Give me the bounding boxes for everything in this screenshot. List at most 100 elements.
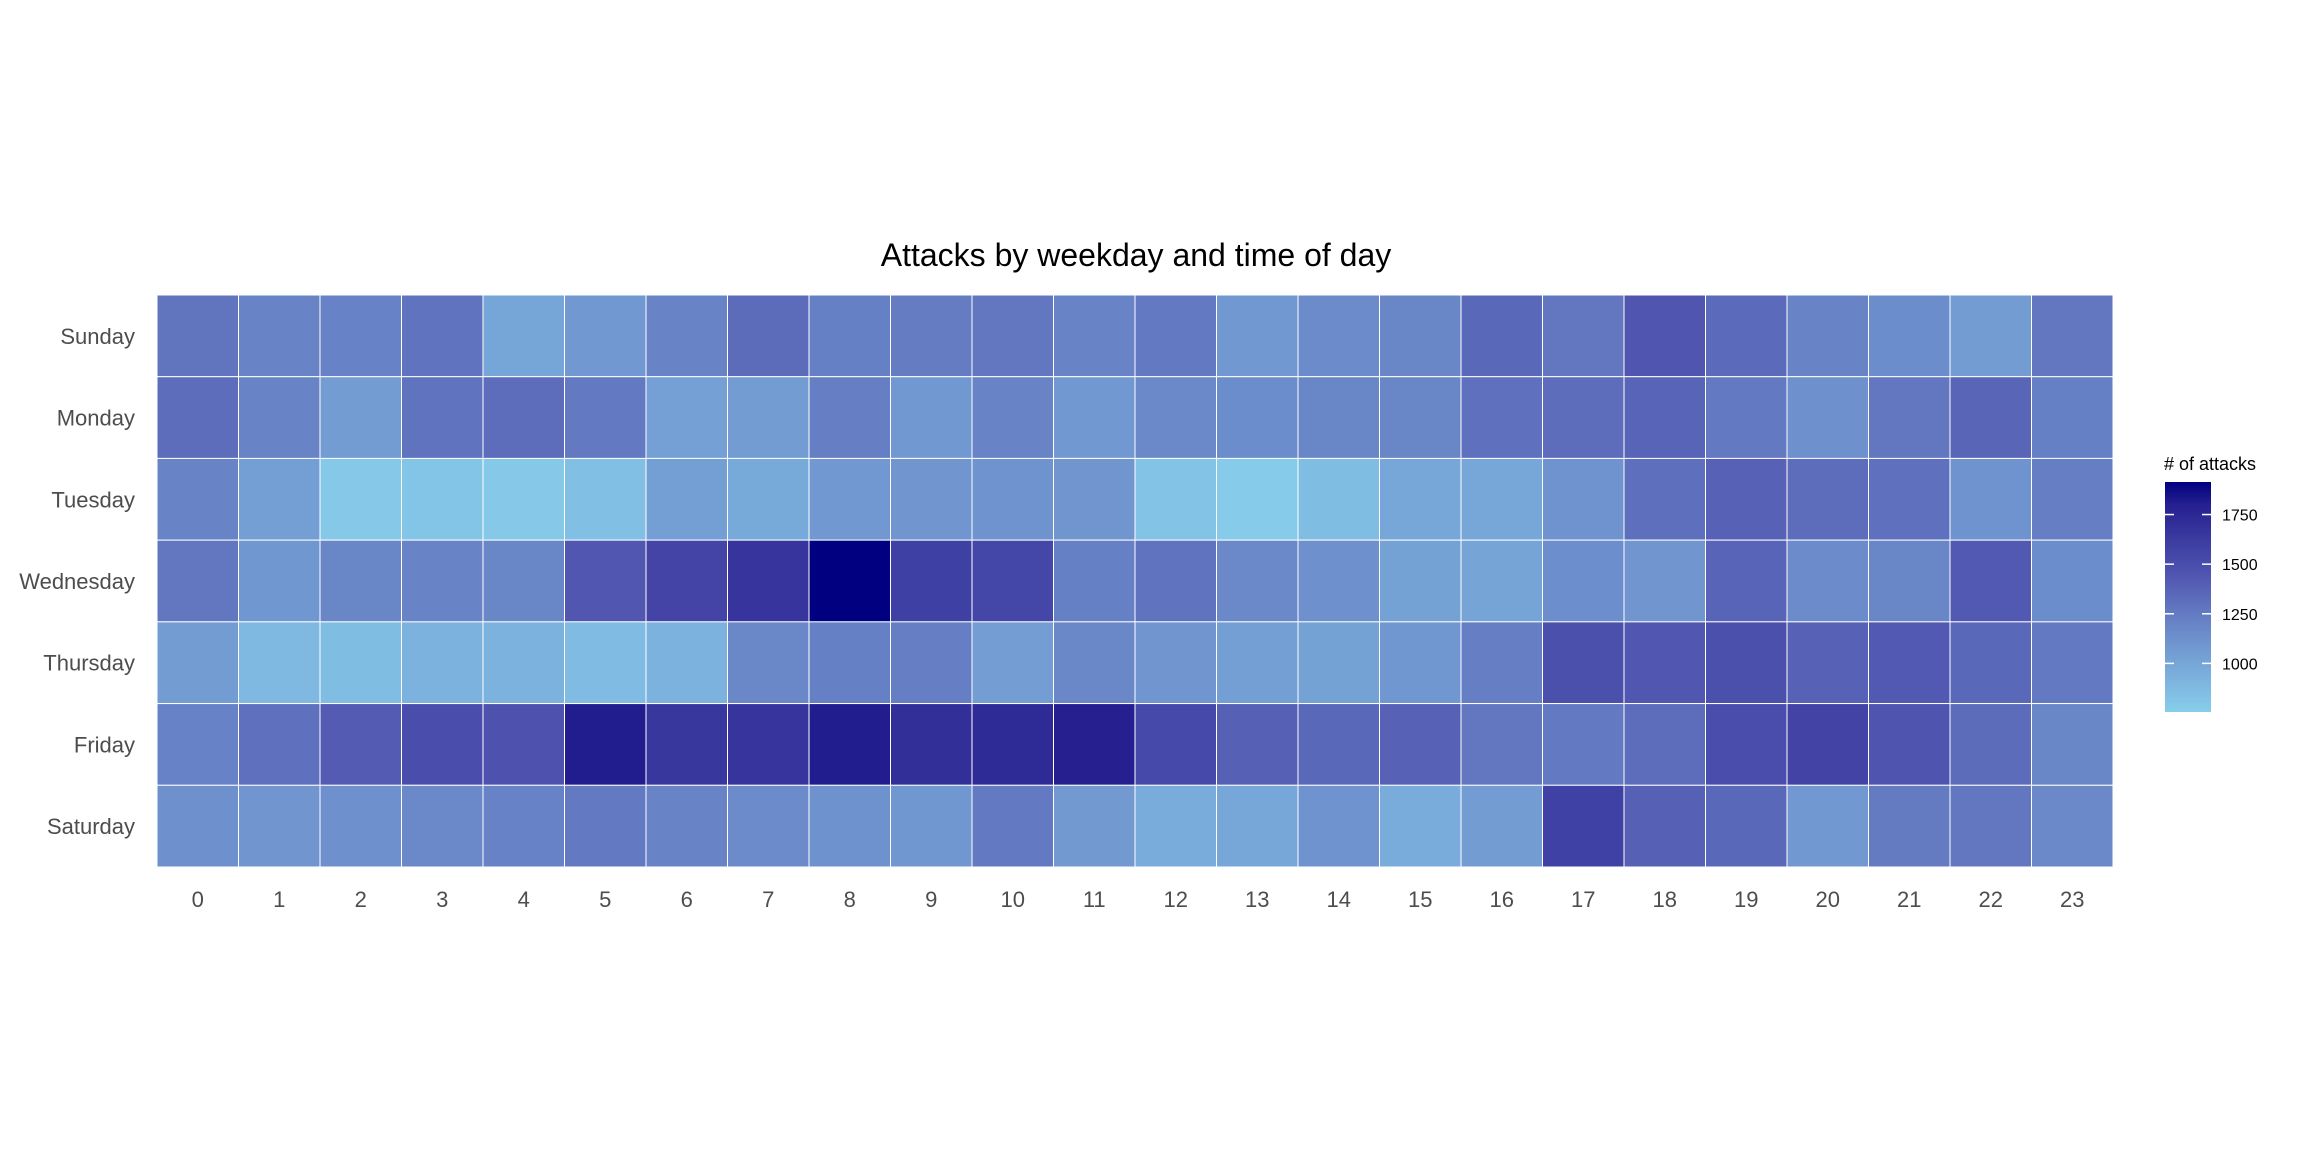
heatmap-cell (1216, 784, 1299, 868)
heatmap-cell (808, 703, 891, 786)
heatmap-cell (1460, 376, 1543, 459)
heatmap-cell (1216, 703, 1299, 786)
heatmap-cell (1623, 457, 1706, 541)
heatmap-cell (156, 784, 239, 868)
x-tick-label: 7 (762, 887, 774, 912)
heatmap-cell (1216, 294, 1299, 378)
heatmap-cell (890, 784, 973, 868)
x-tick-label: 1 (273, 887, 285, 912)
heatmap-cell (319, 703, 402, 786)
heatmap-cell (1297, 294, 1380, 378)
heatmap-cell (645, 294, 728, 378)
heatmap-cell (482, 294, 565, 378)
y-tick-label: Friday (74, 732, 135, 757)
heatmap-cell (1379, 784, 1462, 868)
heatmap-cell (564, 539, 647, 623)
heatmap-cell (1623, 376, 1706, 459)
heatmap-cell (727, 539, 810, 623)
heatmap-cell (401, 784, 484, 868)
legend-tick-label: 1250 (2222, 607, 2258, 624)
x-tick-label: 15 (1408, 887, 1432, 912)
heatmap-cell (1623, 621, 1706, 705)
heatmap-cell (1053, 539, 1136, 623)
heatmap-cell (727, 784, 810, 868)
heatmap-cell (1949, 539, 2032, 623)
x-tick-label: 18 (1653, 887, 1677, 912)
x-tick-label: 13 (1245, 887, 1269, 912)
heatmap-cell (1460, 703, 1543, 786)
heatmap-cell (808, 294, 891, 378)
heatmap-cell (482, 621, 565, 705)
heatmap-cells (156, 294, 2114, 868)
heatmap-cell (971, 457, 1054, 541)
heatmap-cell (482, 539, 565, 623)
heatmap-cell (564, 621, 647, 705)
heatmap-cell (1053, 621, 1136, 705)
heatmap-cell (1379, 294, 1462, 378)
heatmap-cell (1868, 457, 1951, 541)
heatmap-cell (1542, 457, 1625, 541)
heatmap-cell (971, 294, 1054, 378)
heatmap-cell (1053, 457, 1136, 541)
x-tick-label: 12 (1164, 887, 1188, 912)
heatmap-cell (1134, 784, 1217, 868)
heatmap-cell (564, 294, 647, 378)
legend-tick-label: 1500 (2222, 557, 2258, 574)
heatmap-cell (1949, 457, 2032, 541)
heatmap-cell (1460, 294, 1543, 378)
heatmap-cell (1134, 539, 1217, 623)
heatmap-cell (564, 376, 647, 459)
heatmap-cell (1623, 539, 1706, 623)
heatmap-cell (1460, 784, 1543, 868)
heatmap-cell (1379, 703, 1462, 786)
x-axis-labels: 0 1 2 3 4 5 6 7 8 9 10 11 12 13 14 15 16 17 18 19 20 21 22 23 (192, 887, 2085, 912)
heatmap-cell (890, 294, 973, 378)
heatmap-cell (1786, 376, 1869, 459)
heatmap-cell (1460, 621, 1543, 705)
heatmap-cell (1868, 376, 1951, 459)
heatmap-cell (2031, 457, 2114, 541)
heatmap-cell (1297, 457, 1380, 541)
heatmap-cell (727, 621, 810, 705)
heatmap-cell (1379, 376, 1462, 459)
x-tick-label: 21 (1897, 887, 1921, 912)
heatmap-cell (890, 457, 973, 541)
heatmap-cell (1705, 784, 1788, 868)
heatmap-cell (890, 376, 973, 459)
x-tick-label: 4 (518, 887, 530, 912)
heatmap-cell (1542, 294, 1625, 378)
heatmap-cell (156, 294, 239, 378)
heatmap-cell (1053, 703, 1136, 786)
heatmap-cell (971, 376, 1054, 459)
heatmap-cell (808, 621, 891, 705)
heatmap-cell (1623, 294, 1706, 378)
heatmap-cell (727, 457, 810, 541)
x-tick-label: 8 (844, 887, 856, 912)
heatmap-cell (1868, 294, 1951, 378)
heatmap-cell (564, 784, 647, 868)
x-tick-label: 20 (1816, 887, 1840, 912)
heatmap-cell (1460, 539, 1543, 623)
x-tick-label: 11 (1083, 887, 1106, 912)
heatmap-cell (1949, 376, 2032, 459)
heatmap-cell (319, 539, 402, 623)
heatmap-cell (1949, 784, 2032, 868)
heatmap-cell (1786, 539, 1869, 623)
heatmap-cell (1216, 539, 1299, 623)
heatmap-cell (482, 457, 565, 541)
heatmap-cell (238, 621, 321, 705)
heatmap-cell (971, 621, 1054, 705)
y-tick-label: Thursday (43, 651, 135, 676)
heatmap-cell (1786, 784, 1869, 868)
y-axis-labels: Sunday Monday Tuesday Wednesday Thursday Frid… (19, 324, 135, 839)
heatmap-cell (1786, 457, 1869, 541)
x-tick-label: 2 (355, 887, 367, 912)
heatmap-cell (1868, 784, 1951, 868)
heatmap-cell (1868, 539, 1951, 623)
legend-tick-label: 1750 (2222, 508, 2258, 525)
x-tick-label: 9 (925, 887, 937, 912)
heatmap-cell (1705, 703, 1788, 786)
heatmap-cell (401, 457, 484, 541)
heatmap-cell (1786, 294, 1869, 378)
heatmap-cell (1134, 457, 1217, 541)
